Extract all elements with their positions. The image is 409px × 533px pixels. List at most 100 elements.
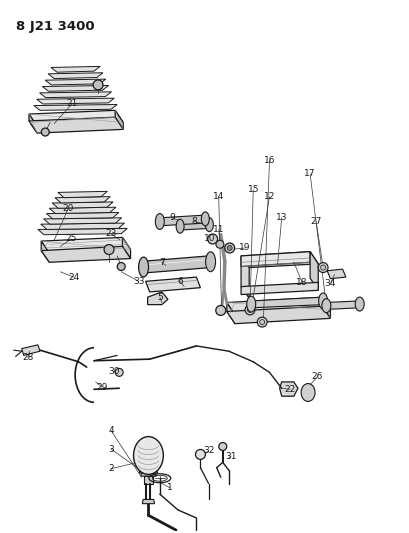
Polygon shape bbox=[29, 110, 123, 126]
Circle shape bbox=[196, 449, 205, 459]
Circle shape bbox=[225, 243, 235, 253]
Polygon shape bbox=[148, 292, 168, 305]
Polygon shape bbox=[146, 277, 200, 292]
Polygon shape bbox=[55, 197, 110, 203]
Text: 3: 3 bbox=[108, 445, 114, 454]
Circle shape bbox=[208, 234, 218, 244]
Ellipse shape bbox=[134, 437, 163, 474]
Polygon shape bbox=[41, 237, 130, 253]
Ellipse shape bbox=[155, 214, 164, 229]
Text: 12: 12 bbox=[264, 192, 275, 201]
Text: 11: 11 bbox=[213, 225, 225, 234]
Text: 31: 31 bbox=[225, 451, 237, 461]
Text: 30: 30 bbox=[108, 367, 120, 376]
Polygon shape bbox=[38, 228, 127, 235]
Polygon shape bbox=[37, 98, 115, 104]
Text: 7: 7 bbox=[159, 258, 165, 266]
Text: 22: 22 bbox=[284, 385, 295, 394]
Polygon shape bbox=[41, 246, 130, 262]
Circle shape bbox=[318, 263, 328, 272]
Text: 8: 8 bbox=[191, 217, 197, 226]
Text: 19: 19 bbox=[239, 244, 251, 253]
Polygon shape bbox=[160, 215, 205, 226]
Ellipse shape bbox=[355, 297, 364, 311]
Ellipse shape bbox=[301, 384, 315, 401]
Circle shape bbox=[257, 317, 267, 327]
Polygon shape bbox=[58, 191, 108, 198]
Text: 24: 24 bbox=[68, 272, 79, 281]
Polygon shape bbox=[141, 473, 156, 476]
Text: 2: 2 bbox=[108, 464, 114, 473]
Polygon shape bbox=[144, 256, 211, 273]
Polygon shape bbox=[241, 256, 249, 298]
Circle shape bbox=[219, 442, 227, 450]
Polygon shape bbox=[227, 306, 330, 324]
Polygon shape bbox=[241, 252, 318, 268]
Polygon shape bbox=[29, 117, 123, 133]
Polygon shape bbox=[227, 303, 235, 324]
Circle shape bbox=[227, 246, 232, 251]
Polygon shape bbox=[180, 222, 209, 230]
Ellipse shape bbox=[322, 298, 331, 313]
Text: 10: 10 bbox=[204, 235, 215, 244]
Ellipse shape bbox=[201, 212, 209, 226]
Polygon shape bbox=[49, 207, 116, 214]
Polygon shape bbox=[139, 469, 158, 473]
Polygon shape bbox=[326, 301, 360, 309]
Text: 34: 34 bbox=[325, 279, 336, 288]
Ellipse shape bbox=[206, 252, 216, 272]
Ellipse shape bbox=[176, 219, 184, 233]
Polygon shape bbox=[327, 269, 346, 279]
Circle shape bbox=[216, 240, 224, 248]
Ellipse shape bbox=[205, 217, 213, 232]
Polygon shape bbox=[241, 282, 318, 295]
Circle shape bbox=[104, 245, 114, 255]
Text: 29: 29 bbox=[97, 383, 108, 392]
Circle shape bbox=[93, 80, 103, 90]
Text: 33: 33 bbox=[133, 277, 144, 286]
Polygon shape bbox=[47, 213, 119, 219]
Circle shape bbox=[115, 368, 123, 376]
Polygon shape bbox=[52, 202, 113, 208]
Text: 26: 26 bbox=[312, 372, 323, 381]
Text: 8 J21 3400: 8 J21 3400 bbox=[16, 20, 95, 33]
Ellipse shape bbox=[139, 257, 148, 277]
Text: 16: 16 bbox=[264, 156, 275, 165]
Polygon shape bbox=[144, 476, 153, 483]
Text: 28: 28 bbox=[22, 353, 34, 362]
Text: 18: 18 bbox=[296, 278, 308, 287]
Polygon shape bbox=[44, 218, 121, 224]
Ellipse shape bbox=[247, 296, 256, 312]
Ellipse shape bbox=[319, 293, 328, 309]
Text: 9: 9 bbox=[169, 213, 175, 222]
Polygon shape bbox=[241, 252, 310, 266]
Text: 13: 13 bbox=[276, 213, 288, 222]
Polygon shape bbox=[43, 85, 109, 91]
Polygon shape bbox=[48, 72, 103, 78]
Polygon shape bbox=[51, 67, 100, 72]
Text: 27: 27 bbox=[310, 217, 322, 226]
Text: 21: 21 bbox=[67, 99, 78, 108]
Circle shape bbox=[41, 128, 49, 136]
Polygon shape bbox=[142, 499, 155, 504]
Text: 25: 25 bbox=[65, 235, 77, 244]
Text: 4: 4 bbox=[108, 426, 114, 435]
Polygon shape bbox=[22, 345, 40, 356]
Circle shape bbox=[216, 305, 226, 316]
Polygon shape bbox=[41, 223, 124, 229]
Text: 32: 32 bbox=[203, 446, 214, 455]
Circle shape bbox=[245, 305, 255, 315]
Polygon shape bbox=[322, 297, 330, 318]
Polygon shape bbox=[45, 79, 106, 85]
Text: 5: 5 bbox=[157, 293, 163, 302]
Text: 14: 14 bbox=[213, 192, 225, 201]
Circle shape bbox=[117, 263, 125, 270]
Polygon shape bbox=[122, 237, 130, 259]
Text: 1: 1 bbox=[167, 483, 173, 492]
Polygon shape bbox=[280, 382, 298, 396]
Polygon shape bbox=[40, 92, 112, 98]
Polygon shape bbox=[251, 297, 323, 308]
Polygon shape bbox=[29, 114, 37, 133]
Text: 15: 15 bbox=[247, 185, 259, 194]
Polygon shape bbox=[34, 104, 117, 110]
